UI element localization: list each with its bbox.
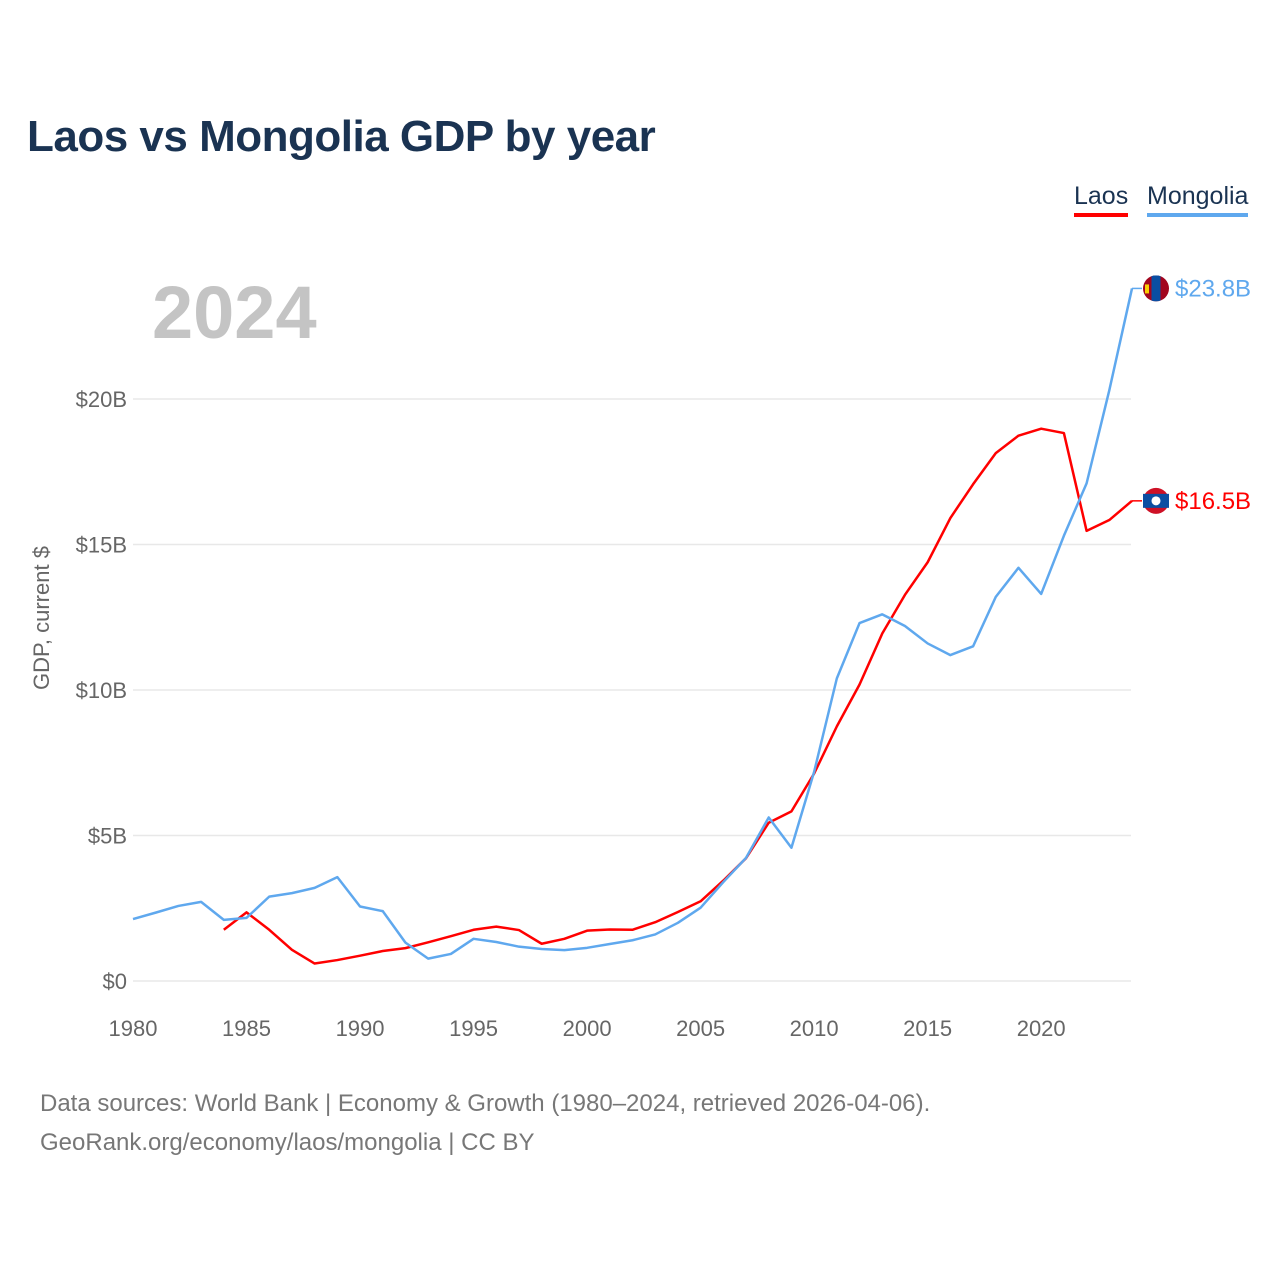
x-tick-label: 2010: [790, 1016, 839, 1041]
x-tick-label: 1995: [449, 1016, 498, 1041]
end-value-label-mongolia: $23.8B: [1175, 275, 1251, 302]
legend-mongolia[interactable]: Mongolia: [1147, 182, 1249, 217]
y-tick-label: $15B: [76, 533, 127, 558]
x-tick-label: 2000: [563, 1016, 612, 1041]
legend-laos[interactable]: Laos: [1074, 182, 1129, 217]
x-tick-label: 2020: [1017, 1016, 1066, 1041]
footer-link[interactable]: GeoRank.org/economy/laos/mongolia | CC B…: [40, 1129, 535, 1156]
series-line-laos: [223, 427, 1133, 965]
x-tick-label: 1990: [336, 1016, 385, 1041]
x-tick-label: 2005: [676, 1016, 725, 1041]
y-tick-label: $10B: [76, 678, 127, 703]
footer: Data sources: World Bank | Economy & Gro…: [40, 1084, 930, 1162]
mongolia-soyombo: [1145, 284, 1149, 294]
year-overlay: 2024: [152, 271, 317, 354]
y-tick-label: $0: [103, 969, 127, 994]
end-value-label-laos: $16.5B: [1175, 488, 1251, 515]
footer-sources: Data sources: World Bank | Economy & Gro…: [40, 1090, 931, 1117]
y-tick-label: $5B: [88, 824, 127, 849]
x-tick-label: 2015: [903, 1016, 952, 1041]
x-tick-label: 1980: [109, 1016, 158, 1041]
laos-flag-disc: [1151, 496, 1161, 506]
chart-title: Laos vs Mongolia GDP by year: [27, 112, 656, 161]
series-line-mongolia: [132, 288, 1134, 960]
mongolia-flag-band: [1151, 275, 1161, 302]
x-tick-label: 1985: [222, 1016, 271, 1041]
y-tick-label: $20B: [76, 387, 127, 412]
